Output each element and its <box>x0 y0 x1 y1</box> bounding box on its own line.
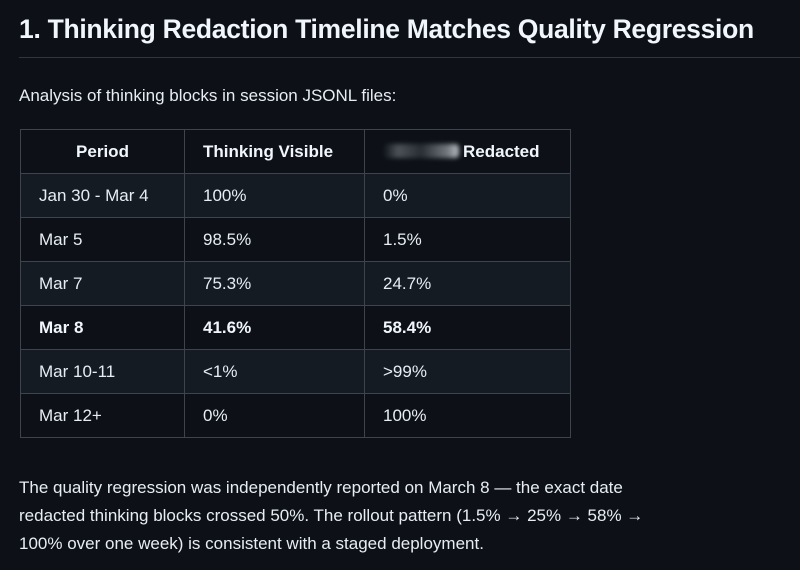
intro-text: Analysis of thinking blocks in session J… <box>19 86 397 105</box>
cell-period: Mar 10-11 <box>20 349 185 394</box>
heading-divider <box>19 57 800 58</box>
cell-visible: 98.5% <box>184 217 365 262</box>
cell-redacted: >99% <box>364 349 571 394</box>
table-header-row: Period Thinking Visible Redacted <box>20 129 571 174</box>
summary-line-3: 100% over one week) is consistent with a… <box>19 534 484 553</box>
header-period: Period <box>20 129 185 174</box>
cell-period: Mar 8 <box>20 305 185 350</box>
cell-redacted: 1.5% <box>364 217 571 262</box>
header-thinking-visible: Thinking Visible <box>184 129 365 174</box>
cell-visible: 100% <box>184 173 365 218</box>
cell-redacted: 58.4% <box>364 305 571 350</box>
blurred-text <box>383 143 459 158</box>
cell-visible: 0% <box>184 393 365 438</box>
cell-period: Mar 12+ <box>20 393 185 438</box>
cell-period: Mar 5 <box>20 217 185 262</box>
cell-visible: 41.6% <box>184 305 365 350</box>
summary-line-1: The quality regression was independently… <box>19 478 623 497</box>
cell-redacted: 100% <box>364 393 571 438</box>
table-row: Mar 7 75.3% 24.7% <box>20 261 571 306</box>
summary-paragraph: The quality regression was independently… <box>19 474 789 558</box>
redaction-timeline-table: Period Thinking Visible Redacted Jan 30 … <box>20 129 571 438</box>
table-row-highlighted: Mar 8 41.6% 58.4% <box>20 305 571 350</box>
cell-redacted: 0% <box>364 173 571 218</box>
table-row: Mar 5 98.5% 1.5% <box>20 217 571 262</box>
summary-line-2: redacted thinking blocks crossed 50%. Th… <box>19 506 644 525</box>
cell-period: Jan 30 - Mar 4 <box>20 173 185 218</box>
header-redacted-label: Redacted <box>463 141 540 161</box>
cell-visible: <1% <box>184 349 365 394</box>
cell-visible: 75.3% <box>184 261 365 306</box>
section-heading: 1. Thinking Redaction Timeline Matches Q… <box>19 14 754 44</box>
table-row: Jan 30 - Mar 4 100% 0% <box>20 173 571 218</box>
cell-period: Mar 7 <box>20 261 185 306</box>
table-row: Mar 12+ 0% 100% <box>20 393 571 438</box>
cell-redacted: 24.7% <box>364 261 571 306</box>
table-row: Mar 10-11 <1% >99% <box>20 349 571 394</box>
header-redacted: Redacted <box>364 129 571 174</box>
